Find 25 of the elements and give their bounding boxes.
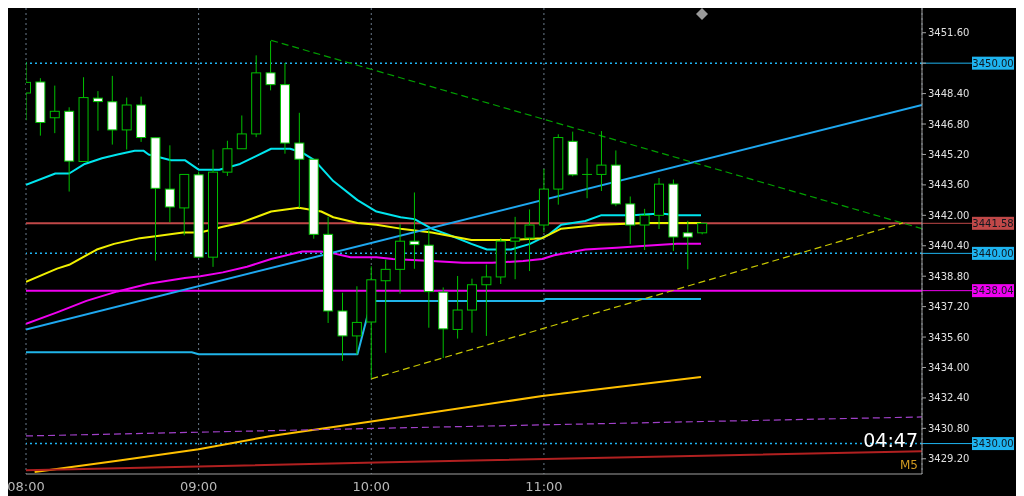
- y-tick-label: 3443.60: [928, 179, 970, 191]
- ref-line-label: 3440.00: [972, 247, 1014, 259]
- y-tick-label: 3440.40: [928, 240, 970, 252]
- ref-line-label: 3441.58: [972, 217, 1014, 229]
- x-tick-label: 08:00: [7, 479, 45, 495]
- ref-line-label: 3450.00: [972, 57, 1014, 69]
- y-tick-label: 3429.20: [928, 453, 970, 465]
- y-tick-label: 3430.80: [928, 422, 970, 434]
- annotation: M5: [900, 458, 918, 472]
- x-tick-label: 09:00: [179, 479, 218, 495]
- y-tick-label: 3438.80: [928, 270, 970, 282]
- x-tick-label: 11:00: [525, 479, 563, 495]
- y-tick-label: 3434.00: [928, 362, 970, 374]
- ref-line-label: 3430.00: [972, 438, 1014, 450]
- y-tick-label: 3437.20: [928, 301, 970, 313]
- y-tick-label: 3448.40: [928, 88, 970, 100]
- y-tick-label: 3446.80: [928, 118, 970, 130]
- y-tick-label: 3445.20: [928, 149, 970, 161]
- y-tick-label: 3432.40: [928, 392, 970, 404]
- y-tick-label: 3435.60: [928, 331, 970, 343]
- x-tick-label: 10:00: [352, 479, 391, 495]
- y-tick-label: 3442.00: [928, 209, 970, 221]
- annotation: 04:47: [863, 429, 918, 451]
- y-tick-label: 3451.60: [928, 27, 970, 39]
- ref-line-label: 3438.04: [972, 285, 1014, 297]
